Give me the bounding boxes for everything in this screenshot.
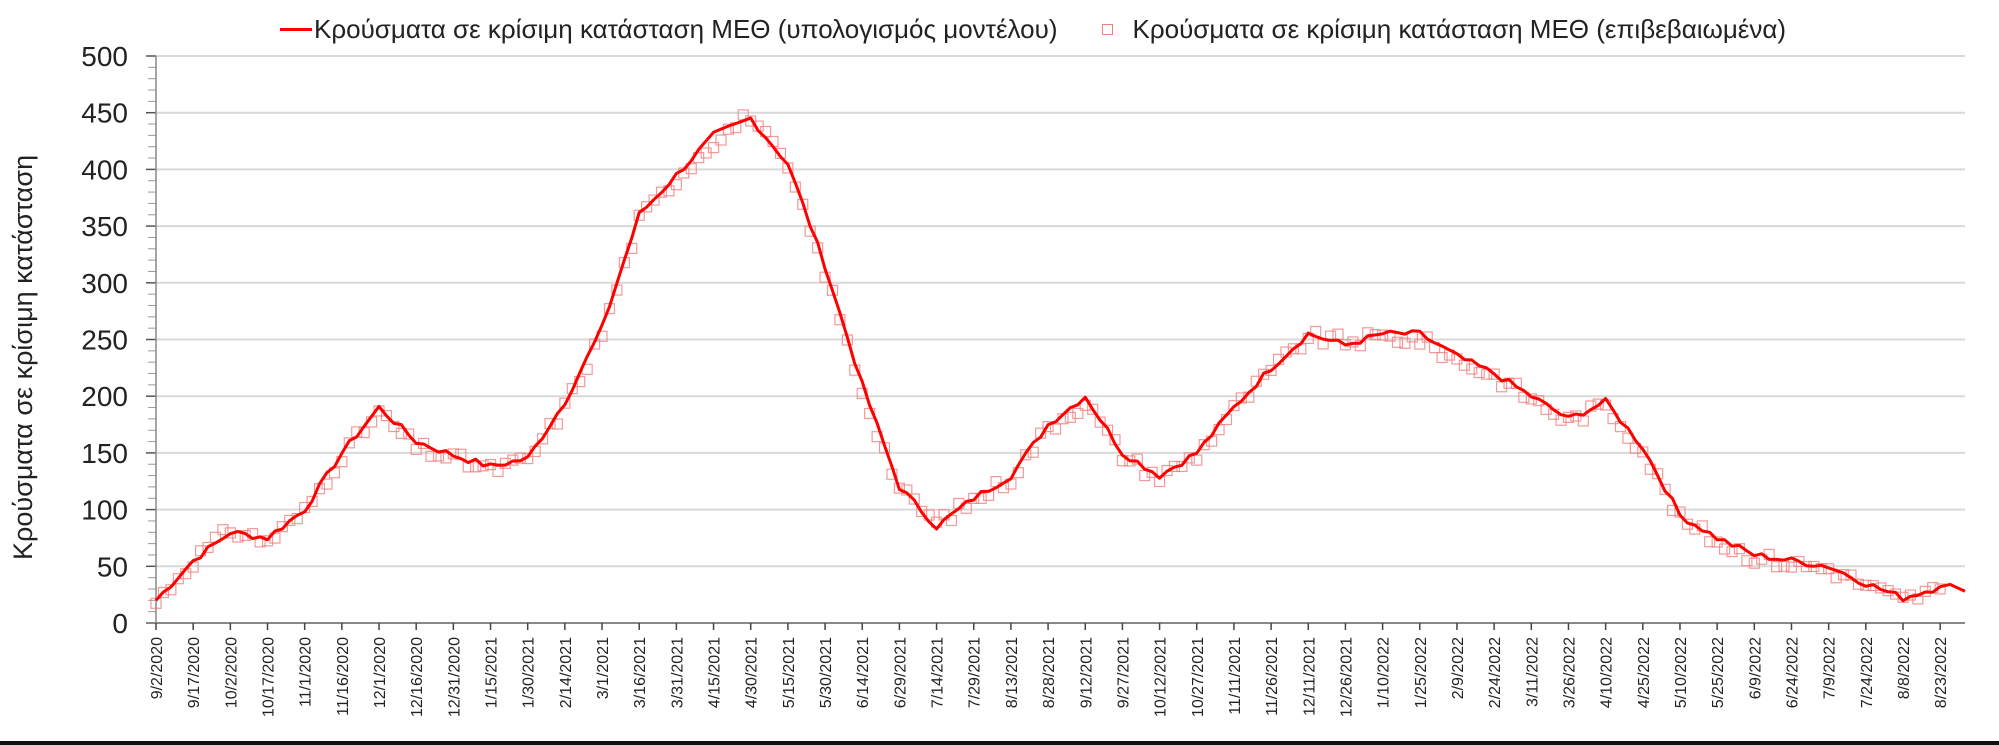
svg-text:0: 0 (112, 608, 128, 639)
line-swatch-icon (280, 28, 312, 31)
x-axis: 9/2/2020 9/17/2020 10/2/2020 10/17/2020 11/1… (146, 622, 1965, 717)
svg-text:3/31/2021: 3/31/2021 (669, 637, 686, 708)
confirmed-markers (150, 109, 1946, 609)
svg-text:3/1/2021: 3/1/2021 (595, 637, 612, 699)
svg-text:2/14/2021: 2/14/2021 (558, 637, 575, 708)
legend-confirmed-label: Κρούσματα σε κρίσιμη κατάσταση ΜΕΘ (επιβ… (1132, 14, 1787, 44)
svg-text:9/12/2021: 9/12/2021 (1078, 637, 1095, 708)
y-axis-label: Κρούσματα σε κρίσιμη κατάσταση (8, 154, 38, 560)
svg-text:1/25/2022: 1/25/2022 (1413, 637, 1430, 708)
svg-text:2/24/2022: 2/24/2022 (1487, 637, 1504, 708)
svg-text:10/12/2021: 10/12/2021 (1153, 637, 1170, 717)
bottom-border (0, 741, 1999, 745)
svg-text:6/14/2021: 6/14/2021 (855, 637, 872, 708)
svg-text:1/15/2021: 1/15/2021 (484, 637, 501, 708)
square-marker-icon (1101, 24, 1113, 35)
svg-text:3/16/2021: 3/16/2021 (632, 637, 649, 708)
svg-text:3/11/2022: 3/11/2022 (1524, 637, 1541, 707)
svg-text:9/27/2021: 9/27/2021 (1115, 637, 1132, 708)
svg-text:200: 200 (81, 381, 128, 412)
model-line (154, 116, 1966, 603)
svg-text:350: 350 (81, 211, 128, 242)
legend: Κρούσματα σε κρίσιμη κατάσταση ΜΕΘ (υπολ… (280, 14, 1830, 45)
svg-text:10/2/2020: 10/2/2020 (223, 637, 240, 708)
svg-text:9/2/2020: 9/2/2020 (149, 637, 166, 699)
svg-text:100: 100 (81, 495, 128, 526)
svg-text:12/11/2021: 12/11/2021 (1301, 637, 1318, 716)
svg-text:10/17/2020: 10/17/2020 (261, 637, 278, 717)
svg-text:12/16/2020: 12/16/2020 (409, 637, 426, 717)
svg-text:11/26/2021: 11/26/2021 (1264, 637, 1281, 716)
svg-text:150: 150 (81, 438, 128, 469)
svg-text:7/9/2022: 7/9/2022 (1822, 637, 1839, 699)
svg-text:5/10/2022: 5/10/2022 (1673, 637, 1690, 708)
legend-item-model[interactable]: Κρούσματα σε κρίσιμη κατάσταση ΜΕΘ (υπολ… (280, 14, 1058, 45)
svg-text:5/25/2022: 5/25/2022 (1710, 637, 1727, 708)
svg-text:10/27/2021: 10/27/2021 (1190, 637, 1207, 717)
svg-text:2/9/2022: 2/9/2022 (1450, 637, 1467, 699)
svg-text:4/15/2021: 4/15/2021 (707, 637, 724, 708)
svg-text:5/15/2021: 5/15/2021 (781, 637, 798, 708)
svg-text:12/1/2020: 12/1/2020 (372, 637, 389, 708)
svg-text:11/16/2020: 11/16/2020 (335, 637, 352, 716)
svg-text:11/1/2020: 11/1/2020 (298, 637, 315, 707)
svg-text:6/24/2022: 6/24/2022 (1784, 637, 1801, 708)
svg-text:7/24/2022: 7/24/2022 (1859, 637, 1876, 708)
svg-text:4/30/2021: 4/30/2021 (744, 637, 761, 708)
svg-text:450: 450 (81, 98, 128, 129)
svg-text:300: 300 (81, 268, 128, 299)
svg-text:12/31/2020: 12/31/2020 (446, 637, 463, 717)
svg-text:7/14/2021: 7/14/2021 (930, 637, 947, 708)
svg-text:8/28/2021: 8/28/2021 (1041, 637, 1058, 708)
svg-text:250: 250 (81, 325, 128, 356)
svg-text:8/23/2022: 8/23/2022 (1933, 637, 1950, 708)
svg-text:5/30/2021: 5/30/2021 (818, 637, 835, 708)
svg-text:4/10/2022: 4/10/2022 (1599, 637, 1616, 708)
svg-text:8/13/2021: 8/13/2021 (1004, 637, 1021, 708)
svg-text:9/17/2020: 9/17/2020 (186, 637, 203, 708)
y-axis: 0 50 100 150 200 250 300 350 400 450 500 (81, 41, 157, 639)
svg-text:11/11/2021: 11/11/2021 (1227, 637, 1244, 715)
svg-text:12/26/2021: 12/26/2021 (1338, 637, 1355, 717)
svg-text:1/10/2022: 1/10/2022 (1376, 637, 1393, 708)
svg-text:1/30/2021: 1/30/2021 (521, 637, 538, 708)
svg-text:4/25/2022: 4/25/2022 (1636, 637, 1653, 708)
svg-text:7/29/2021: 7/29/2021 (967, 637, 984, 708)
svg-text:50: 50 (97, 551, 128, 582)
svg-text:6/9/2022: 6/9/2022 (1747, 637, 1764, 699)
svg-text:500: 500 (81, 41, 128, 72)
legend-item-confirmed[interactable]: Κρούσματα σε κρίσιμη κατάσταση ΜΕΘ (επιβ… (1101, 14, 1787, 45)
svg-text:400: 400 (81, 154, 128, 185)
svg-text:6/29/2021: 6/29/2021 (892, 637, 909, 708)
legend-model-label: Κρούσματα σε κρίσιμη κατάσταση ΜΕΘ (υπολ… (314, 14, 1058, 44)
svg-text:3/26/2022: 3/26/2022 (1561, 637, 1578, 708)
svg-text:8/8/2022: 8/8/2022 (1896, 637, 1913, 699)
gridlines (156, 55, 1965, 568)
